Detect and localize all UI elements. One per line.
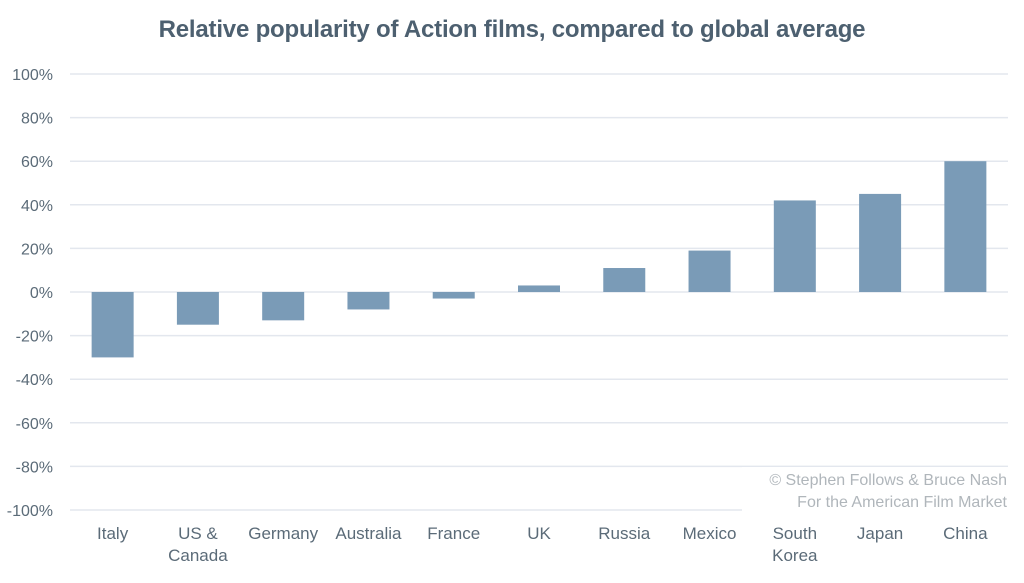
x-tick-label-line: US & xyxy=(178,524,218,543)
y-tick-label: 60% xyxy=(21,154,53,171)
x-tick-label-line: Canada xyxy=(168,546,228,565)
y-tick-label: 0% xyxy=(30,285,53,302)
x-tick-label: Mexico xyxy=(683,524,737,543)
x-axis-labels: Italy US & Canada Germany Australia France UK R… xyxy=(97,524,988,565)
y-tick-label: 20% xyxy=(21,241,53,258)
credits: © Stephen Follows & Bruce Nash For the A… xyxy=(742,467,1008,511)
chart-title: Relative popularity of Action films, com… xyxy=(158,16,866,43)
x-tick-label-line: France xyxy=(427,524,480,543)
y-axis-labels: 100% 80% 60% 40% 20% 0% -20% -40% -60% -80% -100% xyxy=(7,67,53,520)
x-tick-label-line: Australia xyxy=(335,524,402,543)
x-tick-label-line: Japan xyxy=(857,524,903,543)
x-tick-label: UK xyxy=(527,524,551,543)
credit-line-1: © Stephen Follows & Bruce Nash xyxy=(769,472,1007,489)
y-tick-label: -20% xyxy=(16,329,53,346)
bars xyxy=(91,161,987,358)
bar xyxy=(859,193,902,292)
bar xyxy=(432,292,475,299)
credit-background xyxy=(742,467,1008,511)
x-tick-label-line: Italy xyxy=(97,524,129,543)
bar xyxy=(688,250,731,292)
x-tick-label: China xyxy=(943,524,988,543)
y-tick-label: -60% xyxy=(16,416,53,433)
y-tick-label: -100% xyxy=(7,503,53,520)
bar xyxy=(91,292,134,358)
y-tick-label: -80% xyxy=(16,459,53,476)
bar xyxy=(773,200,816,292)
x-tick-label-line: UK xyxy=(527,524,551,543)
bar xyxy=(603,268,646,292)
x-tick-label: France xyxy=(427,524,480,543)
bar xyxy=(518,285,560,292)
y-tick-label: 100% xyxy=(12,67,53,84)
x-tick-label-line: Mexico xyxy=(683,524,737,543)
bar xyxy=(262,292,305,321)
x-tick-label: South Korea xyxy=(772,524,818,565)
x-tick-label: Russia xyxy=(598,524,651,543)
x-tick-label: US & Canada xyxy=(168,524,228,565)
x-tick-label: Italy xyxy=(97,524,129,543)
x-tick-label: Japan xyxy=(857,524,903,543)
x-tick-label-line: South xyxy=(773,524,817,543)
credit-line-2: For the American Film Market xyxy=(797,494,1007,511)
x-tick-label-line: Korea xyxy=(772,546,818,565)
y-tick-label: 40% xyxy=(21,198,53,215)
x-tick-label-line: Russia xyxy=(598,524,651,543)
x-tick-label: Germany xyxy=(248,524,318,543)
x-tick-label-line: China xyxy=(943,524,988,543)
bar xyxy=(944,161,987,292)
y-tick-label: -40% xyxy=(16,372,53,389)
x-tick-label: Australia xyxy=(335,524,402,543)
x-tick-label-line: Germany xyxy=(248,524,318,543)
y-tick-label: 80% xyxy=(21,111,53,128)
bar xyxy=(176,292,219,325)
bar xyxy=(347,292,390,310)
